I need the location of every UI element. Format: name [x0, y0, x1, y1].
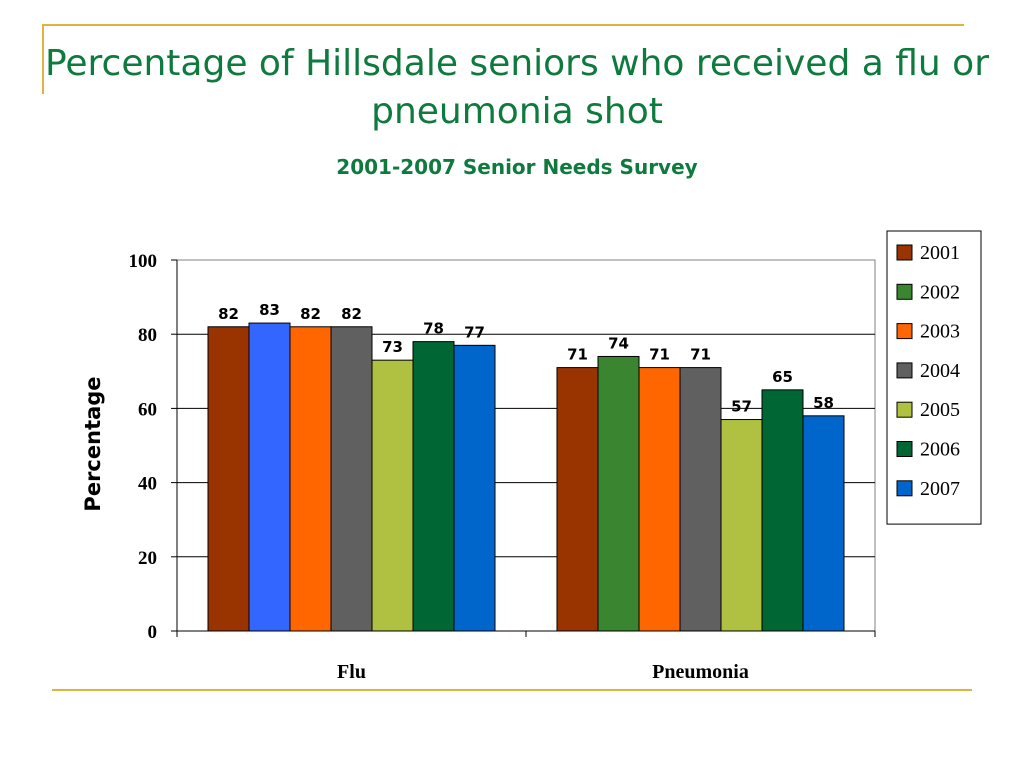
- data-label: 71: [567, 346, 588, 364]
- y-tick-label: 40: [138, 474, 157, 495]
- legend-label-2005: 2005: [920, 399, 960, 421]
- axes: 0 20 40 60 80 100 Flu Pneumonia: [129, 251, 876, 683]
- legend-swatch-2005: [896, 401, 913, 418]
- y-tick-label: 0: [148, 622, 158, 643]
- legend-label-2007: 2007: [920, 478, 960, 500]
- bar-pneumonia-2006: [761, 389, 804, 632]
- frame-top-line: [42, 24, 964, 26]
- data-label: 82: [218, 305, 239, 323]
- bars: [207, 322, 845, 632]
- data-label: 83: [259, 301, 280, 319]
- data-label: 58: [813, 394, 834, 412]
- legend-swatch-2004: [896, 362, 913, 379]
- bar-flu-2001: [207, 326, 250, 632]
- bar-flu-2007: [453, 344, 496, 632]
- data-label: 82: [341, 305, 362, 323]
- bar-pneumonia-2001: [556, 367, 599, 632]
- bar-flu-2003: [289, 326, 332, 632]
- data-label: 82: [300, 305, 321, 323]
- bar-pneumonia-2005: [720, 419, 763, 632]
- bar-pneumonia-2007: [802, 415, 845, 632]
- y-tick-label: 60: [138, 399, 157, 420]
- data-label: 71: [649, 346, 670, 364]
- bar-flu-2005: [371, 359, 414, 632]
- data-label: 78: [423, 320, 444, 338]
- legend-swatch-2001: [896, 244, 913, 261]
- bar-pneumonia-2004: [679, 367, 722, 632]
- data-labels: 82 83 82 82 73 78 77 71 74 71 71 57 65 58: [218, 301, 834, 415]
- bar-pneumonia-2002: [597, 355, 640, 632]
- data-label: 71: [690, 346, 711, 364]
- legend-label-2002: 2002: [920, 281, 960, 303]
- legend-swatch-2002: [896, 283, 913, 300]
- legend: 2001 2002 2003 2004 2005 2006 2007: [886, 230, 982, 525]
- legend-label-2006: 2006: [920, 439, 960, 461]
- data-label: 57: [731, 398, 752, 416]
- legend-label-2003: 2003: [920, 321, 960, 343]
- legend-swatch-2006: [896, 441, 913, 457]
- frame-bottom-line: [52, 689, 972, 691]
- legend-label-2001: 2001: [920, 242, 960, 264]
- y-tick-label: 80: [138, 325, 157, 346]
- data-label: 74: [608, 334, 629, 352]
- y-tick-label: 20: [138, 548, 157, 569]
- legend-swatch-2007: [896, 480, 913, 497]
- slide-title: Percentage of Hillsdale seniors who rece…: [44, 43, 990, 132]
- y-axis-label: Percentage: [81, 376, 105, 511]
- slide-subtitle: 2001-2007 Senior Needs Survey: [336, 155, 698, 179]
- x-category-label: Pneumonia: [652, 661, 749, 683]
- x-category-label: Flu: [337, 661, 366, 683]
- bar-flu-2002: [248, 322, 291, 632]
- frame-left-line: [42, 24, 44, 94]
- bar-flu-2004: [330, 326, 373, 632]
- legend-swatch-2003: [896, 323, 913, 340]
- y-tick-label: 100: [129, 251, 158, 272]
- data-label: 77: [464, 323, 485, 341]
- legend-label-2004: 2004: [920, 360, 960, 382]
- data-label: 65: [772, 368, 793, 386]
- bar-flu-2006: [412, 341, 455, 632]
- bar-pneumonia-2003: [638, 367, 681, 632]
- data-label: 73: [382, 338, 403, 356]
